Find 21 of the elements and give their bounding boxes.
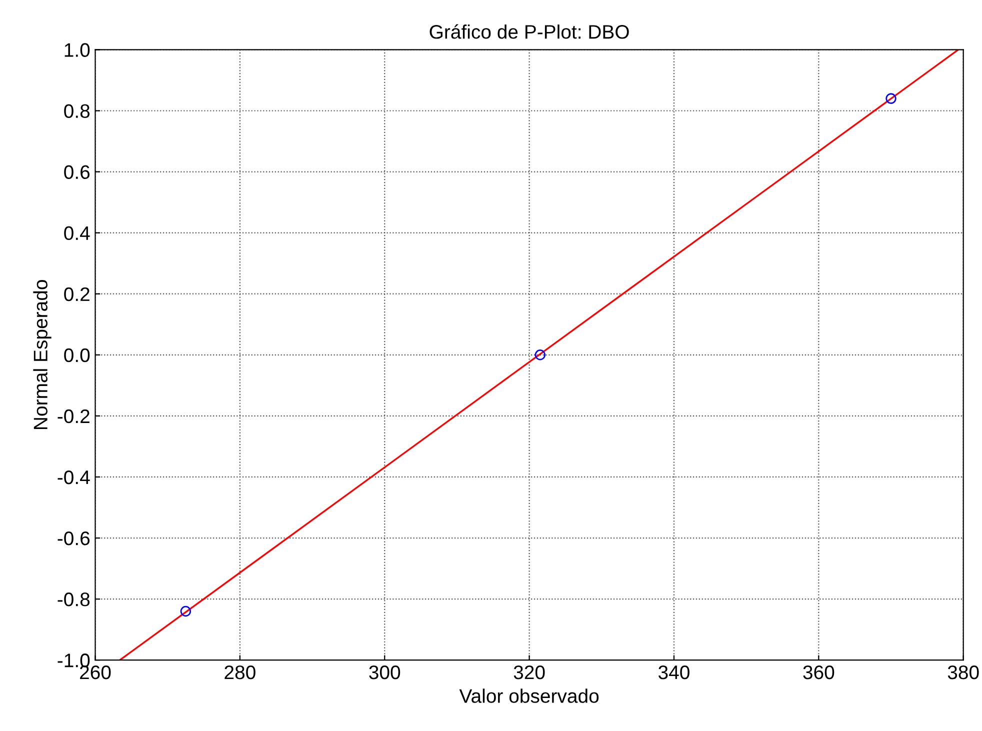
x-tick-label: 380 <box>948 665 979 680</box>
y-tick-label: -0.4 <box>58 470 90 484</box>
x-tick-label: 340 <box>658 665 690 680</box>
y-tick-label: 0.8 <box>64 104 90 118</box>
y-tick-label: -0.2 <box>58 409 90 424</box>
x-tick-label: 280 <box>224 665 256 680</box>
x-tick-label: 360 <box>803 665 834 680</box>
x-tick-label: 320 <box>514 665 545 680</box>
y-tick-label: 0.2 <box>64 287 90 302</box>
x-tick-label: 300 <box>369 665 400 680</box>
y-axis-title: Normal Esperado <box>33 280 52 429</box>
y-tick-label: 0.0 <box>64 348 90 362</box>
y-tick-label: 0.4 <box>64 226 90 240</box>
y-tick-label: 0.6 <box>64 165 90 180</box>
x-tick-label: 260 <box>80 665 111 680</box>
y-tick-label: -0.8 <box>58 592 90 606</box>
x-axis-title: Valor observado <box>459 688 599 703</box>
y-tick-label: -0.6 <box>58 531 90 546</box>
y-tick-label: 1.0 <box>64 43 90 57</box>
chart-title: Gráfico de P-Plot: DBO <box>430 24 629 39</box>
y-tick-label: -1.0 <box>58 654 90 668</box>
